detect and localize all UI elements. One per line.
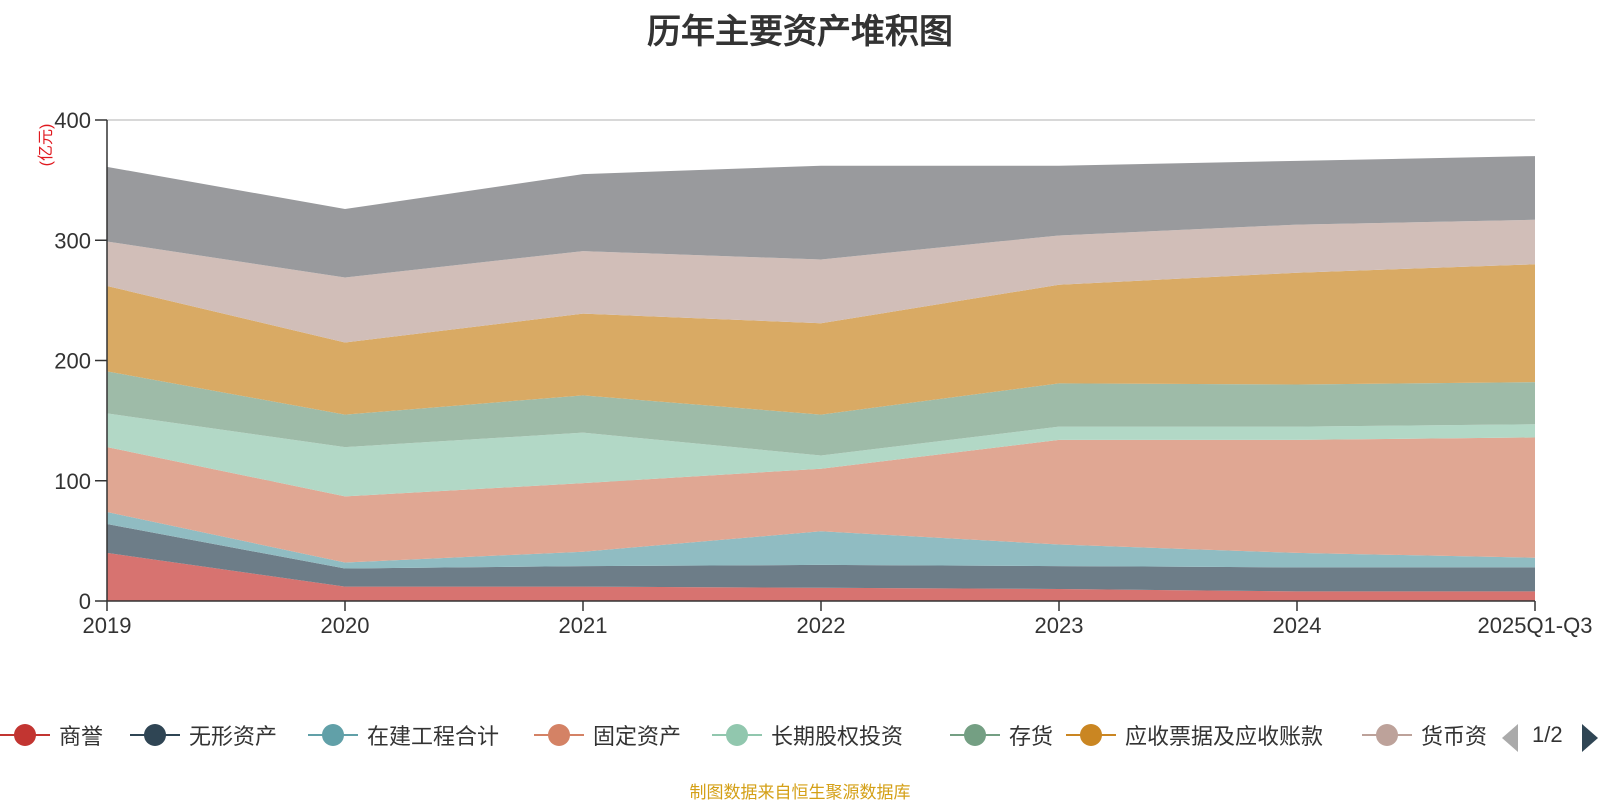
area-series-9 [107, 156, 1535, 278]
area-series-7 [107, 264, 1535, 415]
legend-marker-icon [712, 718, 762, 752]
legend-prev-page-icon[interactable] [1502, 724, 1518, 752]
x-tick-label: 2022 [797, 613, 846, 638]
area-series-1 [107, 552, 1535, 601]
legend-next-page-icon[interactable] [1582, 724, 1598, 752]
area-series-5 [107, 413, 1535, 497]
legend-marker-icon [130, 718, 180, 752]
area-series-4 [107, 437, 1535, 563]
legend-item[interactable]: 货币资 [1362, 718, 1487, 752]
legend-label: 在建工程合计 [367, 724, 500, 749]
y-tick-label: 400 [54, 108, 91, 133]
x-tick-label: 2023 [1035, 613, 1084, 638]
legend-item[interactable]: 在建工程合计 [308, 718, 499, 752]
legend-marker-icon [1362, 718, 1412, 752]
legend-item[interactable]: 商誉 [0, 718, 103, 752]
source-note: 制图数据来自恒生聚源数据库 [689, 783, 911, 802]
legend-item[interactable]: 长期股权投资 [712, 718, 903, 752]
y-axis-unit-label: (亿元) [37, 124, 55, 167]
legend-item[interactable]: 存货 [950, 718, 1053, 752]
legend-label: 长期股权投资 [771, 724, 904, 749]
y-tick-label: 200 [54, 349, 91, 374]
stacked-areas [107, 156, 1535, 601]
legend-marker-icon [0, 718, 50, 752]
x-tick-label: 2025Q1-Q3 [1478, 613, 1593, 638]
legend-label: 应收票据及应收账款 [1125, 724, 1324, 749]
legend-label: 无形资产 [189, 724, 278, 749]
legend-marker-icon [950, 718, 1000, 752]
legend-page-indicator: 1/2 [1532, 722, 1563, 747]
y-tick-label: 300 [54, 228, 91, 253]
legend-item[interactable]: 固定资产 [534, 718, 681, 752]
legend-label: 货币资 [1421, 724, 1488, 749]
legend-item[interactable]: 应收票据及应收账款 [1066, 718, 1323, 752]
axes: 0 100 200 300 400 2019 2020 2021 2022 2023 2024 202… [54, 108, 1592, 638]
area-series-3 [107, 512, 1535, 569]
x-tick-label: 2024 [1273, 613, 1322, 638]
legend-label: 存货 [1009, 724, 1054, 749]
legend: 商誉 无形资产 在建工程合计 固定资产 长期股权投资 存货 应收票据及应收账款 货币资 1/2 [0, 718, 1600, 758]
x-tick-label: 2020 [321, 613, 370, 638]
x-tick-label: 2019 [83, 613, 132, 638]
legend-item[interactable]: 无形资产 [130, 718, 277, 752]
legend-label: 固定资产 [593, 724, 682, 749]
area-series-8 [107, 219, 1535, 343]
area-series-6 [107, 371, 1535, 456]
chart-title: 历年主要资产堆积图 [647, 13, 953, 51]
y-tick-label: 100 [54, 469, 91, 494]
legend-label: 商誉 [59, 724, 104, 749]
chart-area: 0 100 200 300 400 2019 2020 2021 2022 2023 2024 202… [37, 108, 1592, 638]
legend-marker-icon [534, 718, 584, 752]
legend-items: 商誉 无形资产 在建工程合计 固定资产 长期股权投资 存货 应收票据及应收账款 货币资 [0, 718, 1492, 758]
legend-marker-icon [1066, 718, 1116, 752]
y-tick-label: 0 [79, 589, 91, 614]
legend-marker-icon [308, 718, 358, 752]
x-tick-label: 2021 [559, 613, 608, 638]
area-series-2 [107, 524, 1535, 592]
